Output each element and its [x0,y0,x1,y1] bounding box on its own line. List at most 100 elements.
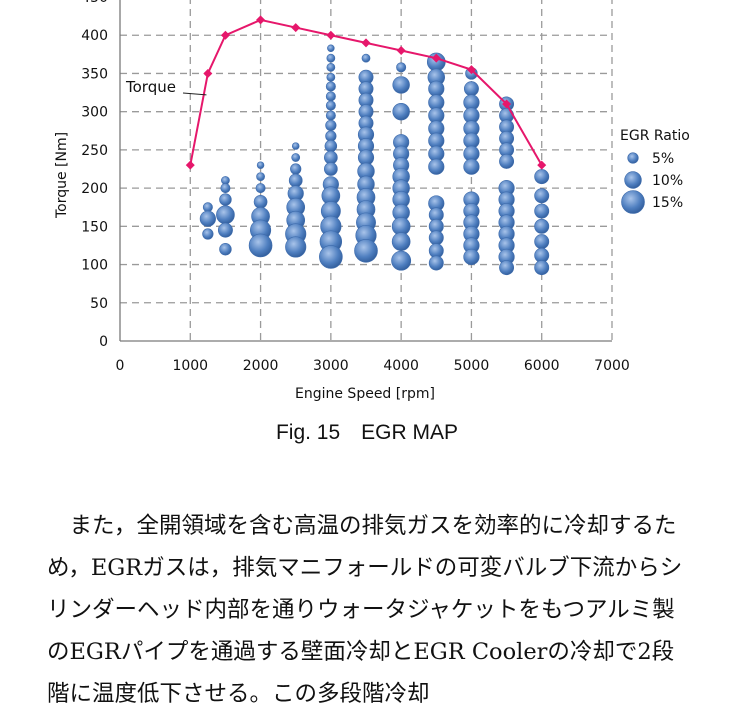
y-tick-label: 100 [81,258,108,274]
egr-bubble [319,245,343,269]
egr-bubbles [199,44,550,276]
egr-bubble [248,233,273,258]
torque-series: Torque [125,15,547,170]
egr-bubble [428,230,444,246]
egr-bubble [391,250,412,271]
egr-bubble [499,260,515,276]
egr-bubble [392,102,410,121]
egr-bubble [256,161,265,169]
x-tick-label: 7000 [594,358,630,374]
torque-point [185,160,195,170]
torque-point [291,23,301,33]
egr-bubble [202,228,214,240]
egr-bubble [325,91,336,102]
egr-bubble [534,188,550,204]
torque-label-leader [182,92,207,96]
egr-bubble [326,53,336,63]
x-tick-label: 0 [116,358,125,374]
egr-bubble [463,248,480,265]
torque-point [220,30,230,40]
egr-bubble [216,205,235,225]
x-tick-label: 1000 [172,358,208,374]
torque-point [326,30,336,40]
egr-bubble [392,76,410,94]
egr-bubble [534,203,550,219]
egr-bubble [202,202,213,213]
egr-bubble [324,139,338,153]
torque-point [431,53,441,63]
torque-point [502,99,512,109]
torque-line [189,18,543,166]
egr-bubble [428,255,444,271]
egr-bubble [220,183,231,194]
legend-label: 5% [652,151,674,167]
egr-bubble [285,236,307,258]
egr-bubble [324,150,338,165]
egr-bubble [325,100,336,111]
y-tick-label: 350 [81,66,108,82]
torque-point [256,15,266,25]
y-tick-label: 150 [81,219,108,235]
egr-bubble [326,72,336,82]
x-tick-label: 2000 [243,358,279,374]
legend-title: EGR Ratio [620,128,690,144]
egr-bubble [253,195,268,209]
egr-bubble [325,81,336,92]
egr-bubble [354,238,378,263]
x-tick-label: 4000 [383,358,419,374]
body-text: また，全開領域を含む高温の排気ガスを効率的に冷却するため，EGRガスは，排気マニ… [47,505,687,715]
chart-axes: 0 50 100 150 200 250 300 350 400 450 0 1000 2000 3000… [81,0,630,374]
egr-bubble [324,162,338,176]
egr-bubble [255,183,266,194]
egr-bubble [219,243,232,256]
egr-bubble [217,222,233,238]
x-tick-label: 6000 [524,358,560,374]
y-tick-label: 400 [81,28,108,44]
torque-point [361,38,371,48]
legend-label: 15% [652,195,683,211]
egr-bubble [396,62,407,73]
egr-map-chart: 0 50 100 150 200 250 300 350 400 450 0 1000 2000 3000… [54,0,690,402]
egr-bubble [428,80,445,97]
egr-bubble [391,232,411,251]
legend-marker [624,171,642,189]
egr-bubble [291,142,300,150]
egr-bubble [288,173,303,188]
egr-bubble [534,218,550,234]
torque-point [537,160,547,170]
egr-bubble [291,153,301,162]
y-tick-label: 200 [81,181,108,197]
legend-marker [627,152,639,164]
y-tick-label: 0 [99,334,108,350]
torque-point [396,46,406,56]
body-paragraph: また，全開領域を含む高温の排気ガスを効率的に冷却するため，EGRガスは，排気マニ… [47,513,683,707]
egr-bubble [326,62,336,72]
egr-bubble [325,130,337,142]
figure-caption: Fig. 15 EGR MAP [275,421,459,444]
egr-bubble [219,193,232,206]
egr-bubble [534,234,550,250]
egr-bubble [290,163,302,175]
legend-marker [621,190,645,214]
torque-series-label: Torque [125,78,176,96]
y-axis-label: Torque [Nm] [54,132,70,219]
y-tick-label: 450 [81,0,108,6]
egr-legend: EGR Ratio 5% 10% 15% [620,128,690,214]
legend-label: 10% [652,173,683,189]
egr-bubble [499,153,515,169]
y-tick-label: 250 [81,143,108,159]
y-tick-label: 50 [90,296,108,312]
egr-bubble [534,260,550,276]
egr-bubble [325,119,337,132]
torque-point [466,65,476,75]
y-tick-label: 300 [81,105,108,121]
egr-bubble [361,53,371,63]
egr-bubble [256,172,265,182]
egr-bubble [463,158,480,175]
x-tick-label: 3000 [313,358,349,374]
egr-bubble [199,210,216,227]
egr-bubble [325,110,336,121]
x-tick-label: 5000 [454,358,490,374]
x-axis-label: Engine Speed [rpm] [295,386,435,402]
egr-bubble [428,158,445,175]
